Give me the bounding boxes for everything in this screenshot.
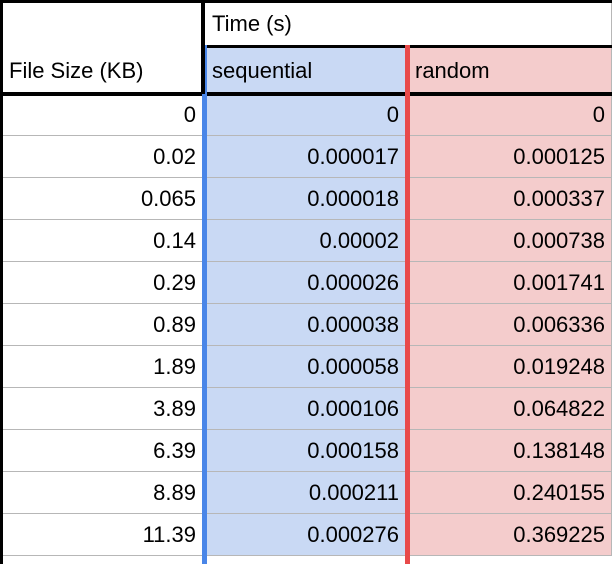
sequential-time-cell[interactable]: 0.000038: [203, 304, 406, 346]
sequential-time-cell[interactable]: 0.000106: [203, 388, 406, 430]
time-group-header[interactable]: Time (s): [203, 0, 612, 48]
file-size-column-left-border: [0, 0, 3, 564]
file-size-cell[interactable]: 0.065: [3, 178, 203, 220]
file-size-header[interactable]: File Size (KB): [0, 0, 203, 94]
random-time-cell[interactable]: 0.006336: [406, 304, 612, 346]
file-size-cell[interactable]: 0.02: [3, 136, 203, 178]
random-time-cell[interactable]: 0.000125: [406, 136, 612, 178]
random-time-cell[interactable]: 0.001741: [406, 262, 612, 304]
random-time-cell[interactable]: 0.138148: [406, 430, 612, 472]
header-bottom-border: [0, 92, 612, 96]
random-time-cell[interactable]: 0.240155: [406, 472, 612, 514]
sequential-time-cell[interactable]: 0.000211: [203, 472, 406, 514]
file-size-cell[interactable]: 6.39: [3, 430, 203, 472]
file-size-cell[interactable]: 3.89: [3, 388, 203, 430]
file-size-cell[interactable]: 1.89: [3, 346, 203, 388]
sequential-column-border: [202, 45, 207, 564]
sequential-time-cell[interactable]: 0.000026: [203, 262, 406, 304]
sequential-time-cell[interactable]: 0.000017: [203, 136, 406, 178]
random-column-border: [405, 45, 410, 564]
file-size-cell[interactable]: 0: [3, 94, 203, 136]
random-time-cell[interactable]: 0.019248: [406, 346, 612, 388]
sequential-time-cell[interactable]: 0.00002: [203, 220, 406, 262]
file-size-cell[interactable]: 0.14: [3, 220, 203, 262]
file-size-cell[interactable]: 0.29: [3, 262, 203, 304]
sequential-time-cell[interactable]: 0.000018: [203, 178, 406, 220]
random-time-cell[interactable]: 0.000337: [406, 178, 612, 220]
random-header[interactable]: random: [406, 48, 612, 94]
file-size-cell[interactable]: 0.89: [3, 304, 203, 346]
random-time-cell[interactable]: 0.369225: [406, 514, 612, 556]
random-time-cell[interactable]: 0: [406, 94, 612, 136]
sequential-time-cell[interactable]: 0.000276: [203, 514, 406, 556]
random-time-cell[interactable]: 0.064822: [406, 388, 612, 430]
file-size-cell[interactable]: 11.39: [3, 514, 203, 556]
header-divider-black: [201, 0, 205, 94]
sequential-time-cell[interactable]: 0: [203, 94, 406, 136]
random-time-cell[interactable]: 0.000738: [406, 220, 612, 262]
file-size-cell[interactable]: 8.89: [3, 472, 203, 514]
header-frame-top: [0, 0, 612, 3]
sequential-header[interactable]: sequential: [203, 48, 406, 94]
sequential-time-cell[interactable]: 0.000058: [203, 346, 406, 388]
sequential-time-cell[interactable]: 0.000158: [203, 430, 406, 472]
